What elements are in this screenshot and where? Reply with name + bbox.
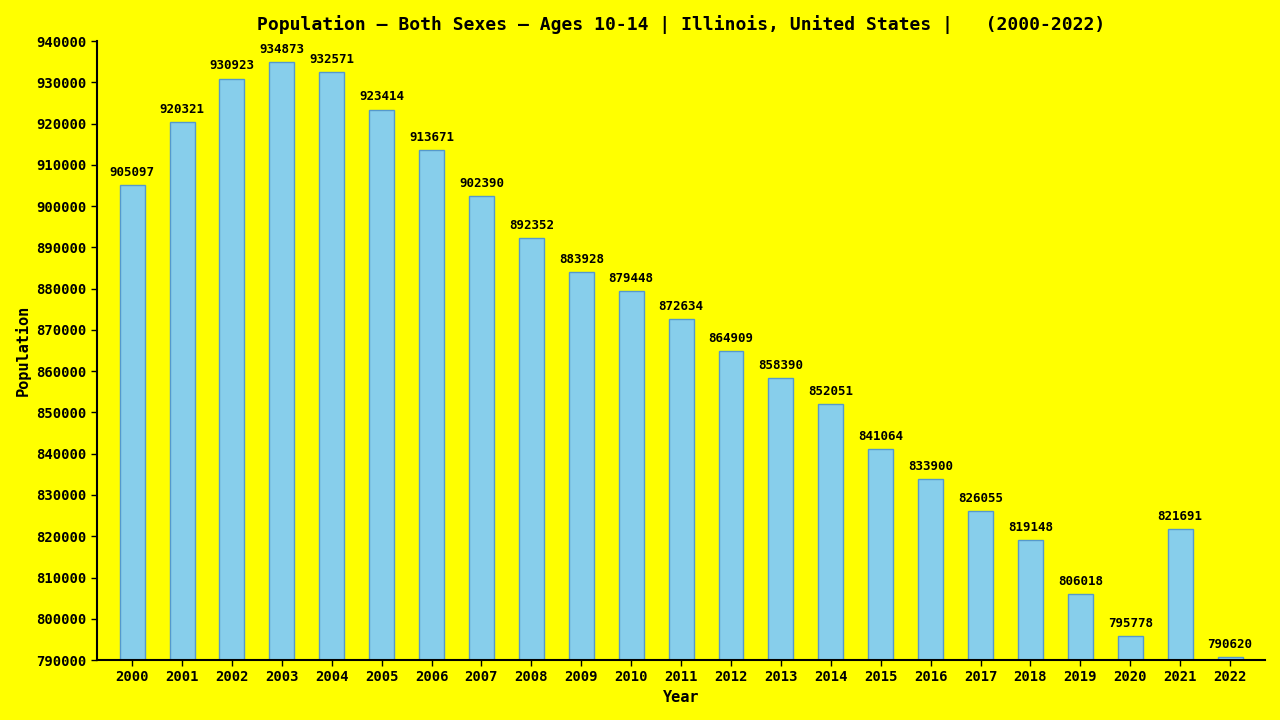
Bar <box>518 238 544 660</box>
Text: 821691: 821691 <box>1157 510 1203 523</box>
Text: 902390: 902390 <box>460 177 504 190</box>
Y-axis label: Population: Population <box>15 305 31 396</box>
Bar <box>1068 594 1093 660</box>
Text: 852051: 852051 <box>809 384 854 398</box>
Text: 913671: 913671 <box>410 130 454 143</box>
Bar <box>818 404 844 660</box>
Text: 932571: 932571 <box>310 53 355 66</box>
Bar <box>768 378 794 660</box>
Bar <box>1018 540 1043 660</box>
Bar <box>369 109 394 660</box>
Bar <box>1217 657 1243 660</box>
Text: 841064: 841064 <box>858 430 904 443</box>
Text: 790620: 790620 <box>1207 639 1253 652</box>
Bar <box>968 511 993 660</box>
Text: 892352: 892352 <box>509 218 554 232</box>
Text: 920321: 920321 <box>160 103 205 116</box>
Bar <box>119 185 145 660</box>
Bar <box>319 72 344 660</box>
Bar <box>169 122 195 660</box>
Bar <box>1167 529 1193 660</box>
Text: 905097: 905097 <box>110 166 155 179</box>
Text: 819148: 819148 <box>1007 521 1053 534</box>
Bar <box>868 449 893 660</box>
Bar <box>568 272 594 660</box>
Bar <box>618 291 644 660</box>
Bar <box>718 351 744 660</box>
Bar <box>1117 636 1143 660</box>
Text: 934873: 934873 <box>260 43 305 56</box>
Text: 879448: 879448 <box>609 271 654 284</box>
Bar <box>918 479 943 660</box>
Bar <box>468 197 494 660</box>
X-axis label: Year: Year <box>663 690 699 705</box>
Bar <box>219 78 244 660</box>
Text: 872634: 872634 <box>659 300 704 313</box>
Text: 795778: 795778 <box>1107 617 1153 630</box>
Text: 833900: 833900 <box>908 459 954 473</box>
Text: 864909: 864909 <box>709 332 754 345</box>
Bar <box>269 62 294 660</box>
Bar <box>419 150 444 660</box>
Text: 806018: 806018 <box>1057 575 1103 588</box>
Text: 858390: 858390 <box>759 359 804 372</box>
Text: 923414: 923414 <box>360 90 404 104</box>
Title: Population – Both Sexes – Ages 10-14 | Illinois, United States |   (2000-2022): Population – Both Sexes – Ages 10-14 | I… <box>257 15 1105 34</box>
Text: 826055: 826055 <box>957 492 1004 505</box>
Bar <box>668 319 694 660</box>
Text: 930923: 930923 <box>210 59 255 72</box>
Text: 883928: 883928 <box>559 253 604 266</box>
